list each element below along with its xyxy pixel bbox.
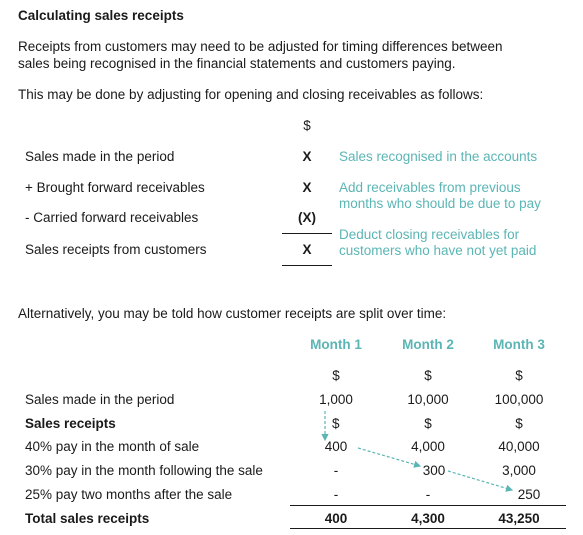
months-row-label-30: 30% pay in the month following the sale [25,463,263,478]
page-title: Calculating sales receipts [18,8,184,23]
months-30-m3: 3,000 [502,463,536,478]
month-currency-3: $ [515,368,523,383]
month-header-2: Month 2 [402,337,454,352]
months-sales-m1: 1,000 [319,392,353,407]
months-total-m2: 4,300 [411,511,445,526]
month-header-1: Month 1 [310,337,362,352]
calc-total-rule [282,265,332,266]
months-subtotal-rule [290,505,566,506]
calc-currency-header: $ [303,118,311,133]
months-row-label-receipts: Sales receipts [25,416,116,431]
calc-row-label-sales: Sales made in the period [25,149,175,164]
months-total-m1: 400 [324,511,348,526]
months-row-label-sales: Sales made in the period [25,392,175,407]
calc-row-value-sales: X [302,149,312,164]
months-receipts-m3: $ [515,416,523,431]
intro-line-2: sales being recognised in the financial … [18,56,456,71]
months-row-label-40: 40% pay in the month of sale [25,439,200,454]
months-row-label-total: Total sales receipts [25,511,150,526]
calc-note-cf-line-1: Deduct closing receivables for [339,227,520,242]
month-currency-2: $ [424,368,432,383]
alt-intro: Alternatively, you may be told how custo… [18,306,447,321]
months-25-m2: - [425,487,431,502]
months-sales-m3: 100,000 [494,392,544,407]
months-receipts-m2: $ [424,416,432,431]
months-40-m1: 400 [324,439,348,454]
calc-row-label-cf: - Carried forward receivables [25,210,199,225]
months-25-m3: 250 [517,487,541,502]
months-40-m2: 4,000 [411,439,445,454]
months-sales-m2: 10,000 [407,392,449,407]
calc-note-bf-line-1: Add receivables from previous [339,180,521,195]
calc-subtotal-rule [282,233,332,234]
month-header-3: Month 3 [493,337,545,352]
calc-note-cf-line-2: customers who have not yet paid [339,243,537,258]
calc-note-bf-line-2: months who should be due to pay [339,196,541,211]
months-total-rule [290,528,566,529]
calc-row-label-receipts: Sales receipts from customers [25,242,207,257]
months-30-m1: - [333,463,339,478]
months-25-m1: - [333,487,339,502]
calc-row-value-bf: X [302,180,312,195]
months-row-label-25: 25% pay two months after the sale [25,487,233,502]
months-receipts-m1: $ [332,416,340,431]
intro-line-1: Receipts from customers may need to be a… [18,39,503,54]
months-40-m3: 40,000 [498,439,540,454]
calc-row-value-receipts: X [302,242,312,257]
months-30-m2: 300 [422,463,446,478]
intro-line-3: This may be done by adjusting for openin… [18,87,484,102]
months-total-m3: 43,250 [498,511,540,526]
calc-note-sales: Sales recognised in the accounts [339,149,538,164]
month-currency-1: $ [332,368,340,383]
calc-row-value-cf: (X) [298,210,316,225]
calc-row-label-bf: + Brought forward receivables [25,180,205,195]
